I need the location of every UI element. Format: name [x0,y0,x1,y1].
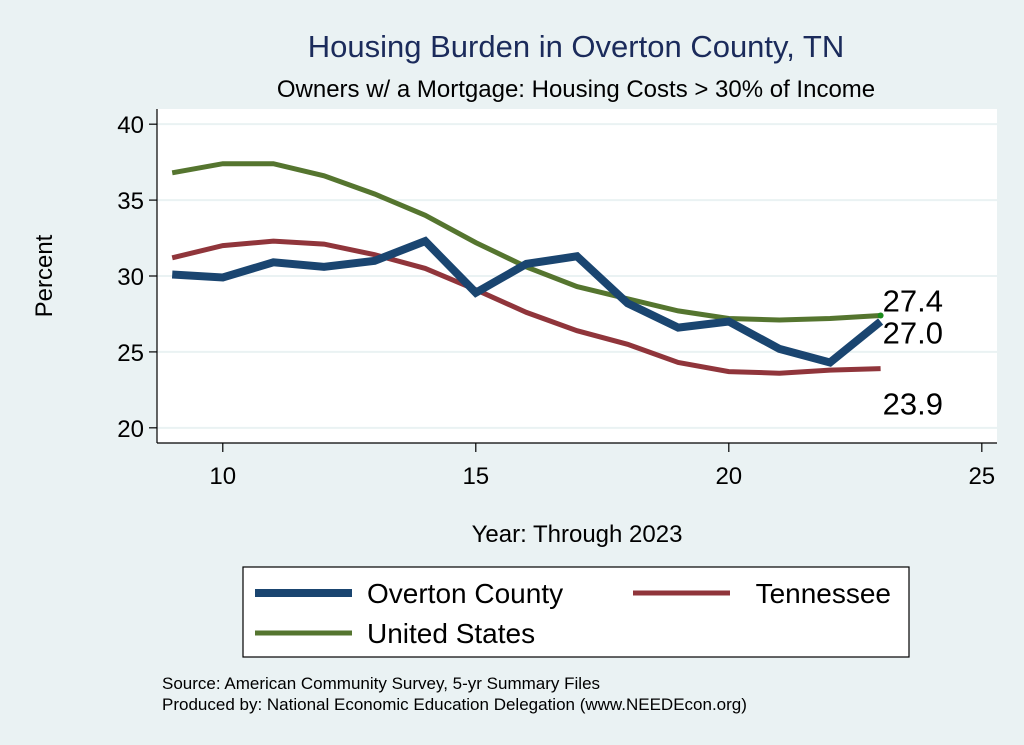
legend-label-tennessee: Tennessee [756,578,891,609]
source-note: Source: American Community Survey, 5-yr … [162,674,600,693]
legend-label-united-states: United States [367,618,535,649]
end-label-united-states: 27.4 [883,283,943,318]
legend-box [242,566,910,658]
y-tick-label: 30 [117,264,144,291]
series-line-overton-county [171,236,884,367]
series-line-tennessee [171,238,881,376]
chart-subtitle: Owners w/ a Mortgage: Housing Costs > 30… [277,76,875,103]
y-tick-label: 35 [117,188,144,215]
y-axis-title: Percent [31,234,58,317]
y-tick-label: 20 [117,416,144,443]
y-tick-label: 25 [117,340,144,367]
y-axis-ticks: 20 25 30 35 40 [117,112,157,443]
x-axis-title: Year: Through 2023 [472,521,683,548]
legend: Overton County Tennessee United States [242,566,910,658]
end-marker [877,312,884,319]
legend-label-overton-county: Overton County [367,578,563,609]
end-label-tennessee: 23.9 [883,387,943,422]
y-tick-label: 40 [117,112,144,139]
x-tick-label: 15 [462,463,489,490]
gridlines [157,123,997,429]
x-tick-label: 10 [209,463,236,490]
chart-title: Housing Burden in Overton County, TN [308,29,844,64]
end-label-overton-county: 27.0 [883,316,943,351]
x-tick-label: 20 [715,463,742,490]
producer-note: Produced by: National Economic Education… [162,695,747,714]
end-labels: 27.0 23.9 27.4 [877,283,943,422]
series-lines [171,161,884,376]
x-axis-ticks: 10 15 20 25 [209,443,995,490]
x-tick-label: 25 [968,463,995,490]
